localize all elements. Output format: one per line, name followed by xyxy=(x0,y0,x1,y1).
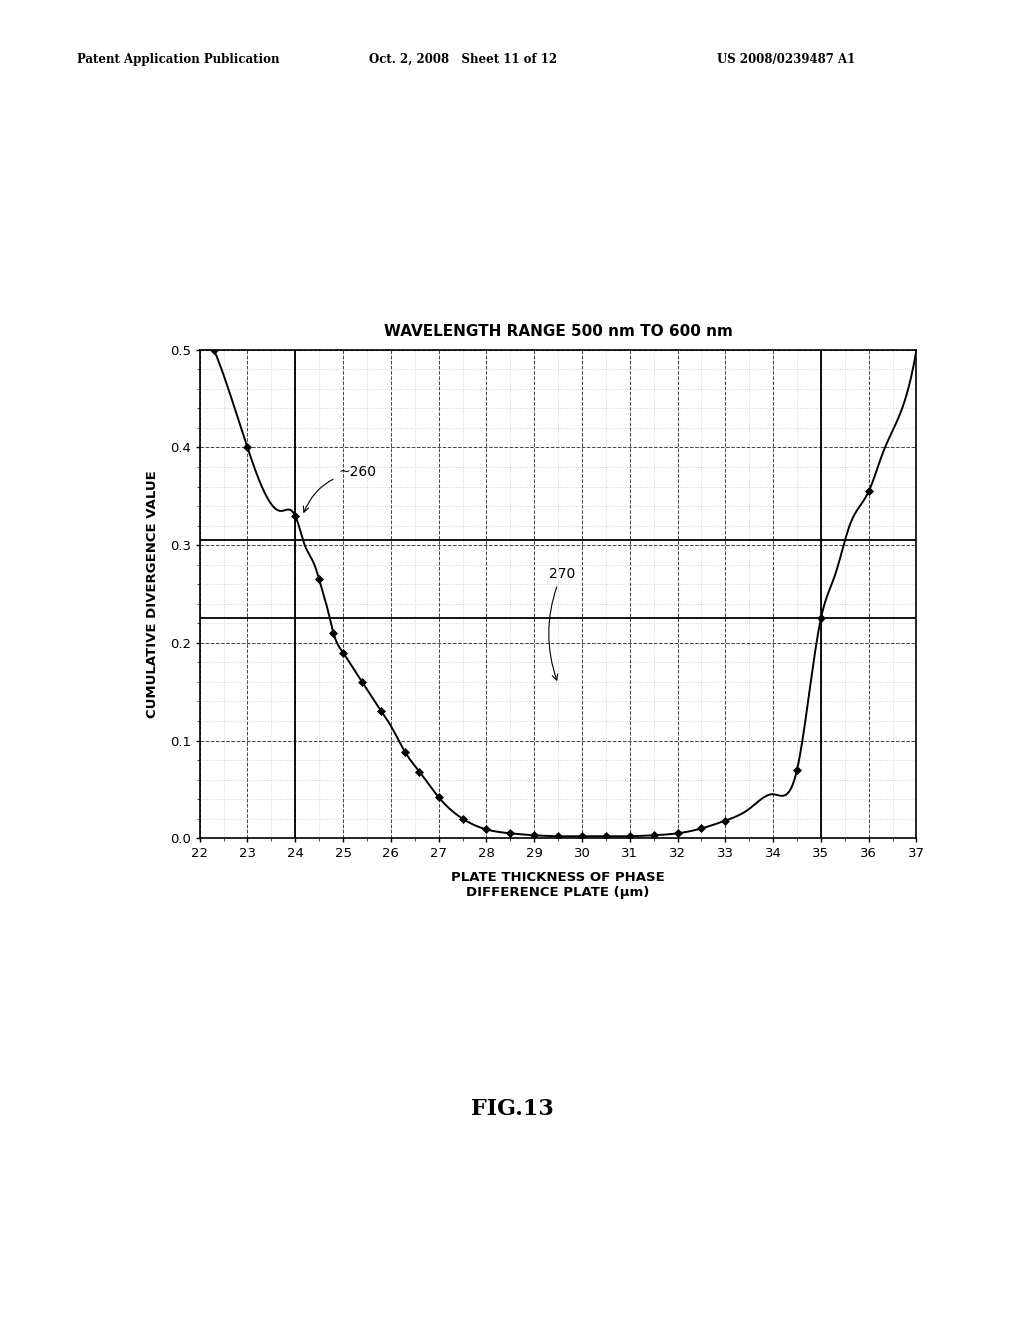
Text: ~260: ~260 xyxy=(303,465,376,512)
Text: 270: 270 xyxy=(549,568,574,680)
X-axis label: PLATE THICKNESS OF PHASE
DIFFERENCE PLATE (μm): PLATE THICKNESS OF PHASE DIFFERENCE PLAT… xyxy=(452,871,665,899)
Text: Patent Application Publication: Patent Application Publication xyxy=(77,53,280,66)
Y-axis label: CUMULATIVE DIVERGENCE VALUE: CUMULATIVE DIVERGENCE VALUE xyxy=(146,470,160,718)
Text: FIG.13: FIG.13 xyxy=(471,1098,553,1121)
Text: Oct. 2, 2008   Sheet 11 of 12: Oct. 2, 2008 Sheet 11 of 12 xyxy=(369,53,557,66)
Title: WAVELENGTH RANGE 500 nm TO 600 nm: WAVELENGTH RANGE 500 nm TO 600 nm xyxy=(384,323,732,339)
Text: US 2008/0239487 A1: US 2008/0239487 A1 xyxy=(717,53,855,66)
